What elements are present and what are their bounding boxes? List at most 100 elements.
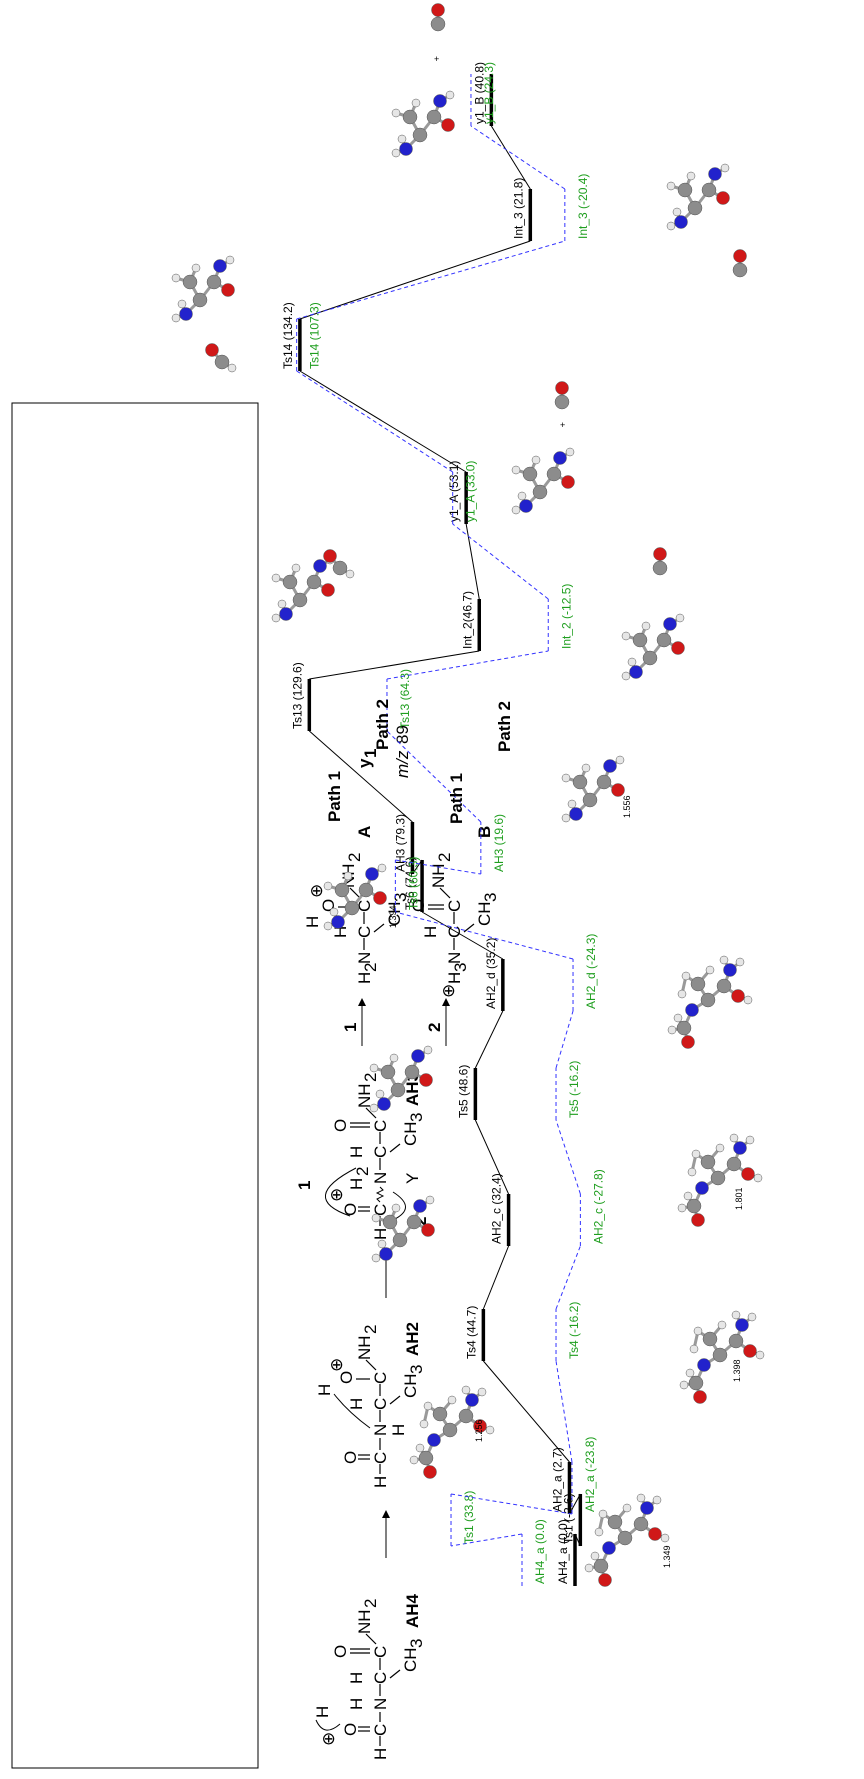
atom-o [431, 3, 445, 17]
connector-line [482, 1360, 570, 1463]
energy-level-label: AH2_c (32.4) [490, 1173, 504, 1244]
structure-ah2: H C O N H C H C O ⊕ H NH 2 [315, 1322, 426, 1488]
oplus-charge: ⊕ [439, 984, 458, 998]
atom-h [561, 813, 571, 823]
atom-c [458, 1408, 474, 1424]
oplus-charge: ⊕ [327, 1188, 346, 1202]
atom-h [743, 995, 753, 1005]
atom-c: C [371, 1372, 390, 1384]
bond-length-label: 1.349 [662, 1545, 672, 1568]
atom-o [731, 989, 745, 1003]
atom-c [432, 1406, 448, 1422]
label-mz: m/z [393, 750, 412, 778]
atom-o [561, 475, 575, 489]
subscript: 3 [391, 893, 410, 902]
atom-c: C [371, 1146, 390, 1158]
atom-h [411, 98, 421, 108]
molecule-model [171, 255, 235, 323]
energy-level-label: Ts6 (60.3) [406, 857, 420, 910]
group-nh2: NH [429, 863, 448, 888]
atom-c [687, 200, 703, 216]
atom-c [688, 1375, 704, 1391]
connector-line [299, 370, 467, 473]
label-b: B [475, 826, 494, 838]
connector-line-dashed [386, 730, 482, 823]
subscript: 2 [361, 1073, 380, 1082]
label-y1-subscript: 1 [361, 749, 380, 758]
connector-line-dashed [450, 1533, 523, 1547]
atom-h [425, 1195, 435, 1205]
molecule-model [511, 447, 575, 515]
atom-c [633, 1516, 649, 1532]
atom-n: N [355, 952, 374, 964]
atom-o [555, 381, 569, 395]
atom-h [627, 657, 637, 667]
atom-h [445, 90, 455, 100]
atom-h [531, 455, 541, 465]
group-ch3: CH [401, 1121, 420, 1146]
atom-c [652, 560, 668, 576]
atom-h [717, 1320, 727, 1330]
energy-level-label: Int_3 (21.8) [511, 178, 525, 239]
atom-n: N [371, 1424, 390, 1436]
atom-h [323, 921, 333, 931]
atom-o [441, 118, 455, 132]
energy-level-label: Ts14 (134.2) [281, 302, 295, 369]
atom-h [666, 221, 676, 231]
subscript: 3 [407, 1639, 426, 1648]
atom-h [686, 171, 696, 181]
atom-n [733, 1141, 747, 1155]
atom-o [205, 343, 219, 357]
atom-h [615, 755, 625, 765]
atom-o [421, 1223, 435, 1237]
atom-h [369, 1063, 379, 1073]
molecule-model [677, 1133, 763, 1227]
connector-line-dashed [395, 911, 574, 960]
atom-c [700, 1154, 716, 1170]
atom-c [292, 592, 308, 608]
atom-h [679, 1380, 689, 1390]
connector-line [569, 1493, 581, 1515]
atom-h [477, 1387, 487, 1397]
energy-level-label: Ts1 (33.8) [462, 1491, 476, 1544]
atom-o: O [331, 1645, 350, 1658]
atom-n [411, 1049, 425, 1063]
atom-h [598, 1509, 608, 1519]
atom-h [375, 1089, 385, 1099]
atom-n [519, 499, 533, 513]
atom-c [418, 1450, 434, 1466]
oplus-charge: ⊕ [327, 1358, 346, 1372]
energy-level-label: Ts13 (64.3) [398, 669, 412, 729]
energy-level-label: AH3 (79.3) [393, 814, 407, 872]
energy-level-label: y1_A (53.1) [447, 461, 461, 522]
label-ah2: AH2 [403, 1322, 422, 1356]
atom-c: C [371, 1204, 390, 1216]
energy-level-label: y1_A (33.0) [464, 461, 478, 522]
atom-h [391, 1203, 401, 1213]
atom-c: C [445, 900, 464, 912]
connector-line-dashed [452, 523, 549, 600]
molecule-model [323, 549, 355, 579]
atom-c [700, 992, 716, 1008]
atom-c [710, 1170, 726, 1186]
atom-c [716, 978, 732, 994]
atom-o [419, 1073, 433, 1087]
atom-n [735, 1318, 749, 1332]
atom-h [672, 207, 682, 217]
atom-h [397, 134, 407, 144]
atom-h [511, 465, 521, 475]
atom-n [399, 142, 413, 156]
atom-n [629, 665, 643, 679]
atom-c [214, 354, 230, 370]
route-2-arrow-label: 2 [425, 1023, 444, 1032]
atom-h [590, 1551, 600, 1561]
atom-n [433, 94, 447, 108]
label-y1: y [355, 758, 374, 768]
subscript: 3 [481, 893, 500, 902]
route-1-arrow-label: 1 [341, 1023, 360, 1032]
atom-c [702, 1331, 718, 1347]
energy-level-label: Ts5 (-16.2) [567, 1061, 581, 1118]
atom-h: H [371, 1748, 390, 1760]
atom-o [373, 891, 387, 905]
atom-h [191, 263, 201, 273]
